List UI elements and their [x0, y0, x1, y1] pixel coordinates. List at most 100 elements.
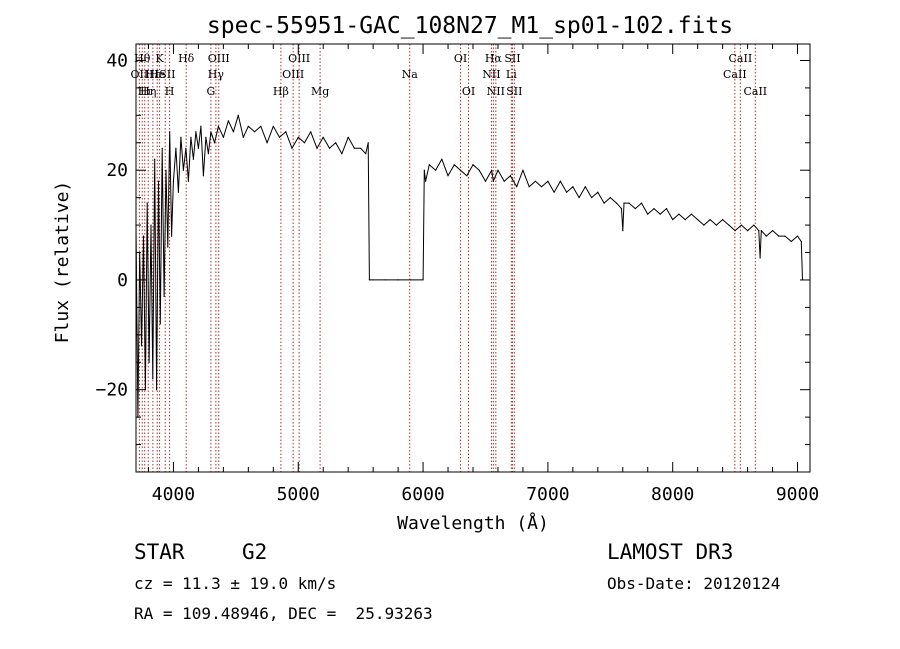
- flux-point: [316, 147, 318, 149]
- flux-point: [566, 191, 568, 193]
- flux-point: [217, 125, 219, 127]
- x-tick-label: 8000: [651, 484, 694, 505]
- flux-point: [227, 120, 229, 122]
- flux-point: [703, 224, 705, 226]
- flux-point: [760, 230, 762, 232]
- flux-point: [169, 131, 171, 133]
- spectral-line-label: OI: [462, 85, 475, 98]
- flux-point: [154, 158, 156, 160]
- flux-point: [584, 186, 586, 188]
- flux-point: [142, 235, 145, 237]
- spectral-line-label: CaII: [743, 85, 767, 98]
- flux-point: [790, 240, 792, 243]
- flux-series: [135, 114, 804, 418]
- spectral-line-markers: [138, 44, 756, 472]
- x-axis-ticks: 4000 5000 6000 7000 8000 9000: [147, 44, 819, 505]
- flux-point: [322, 136, 324, 138]
- flux-point: [175, 147, 177, 149]
- flux-point: [796, 235, 799, 237]
- flux-point: [509, 175, 511, 177]
- flux-point: [195, 131, 197, 133]
- flux-point: [148, 361, 150, 363]
- flux-point: [428, 164, 430, 166]
- flux-point: [759, 257, 761, 259]
- flux-point: [484, 180, 487, 182]
- flux-point: [187, 180, 189, 182]
- flux-point: [372, 279, 374, 281]
- x-tick-label: 9000: [776, 484, 819, 505]
- spectral-line-label: ISII: [155, 68, 176, 81]
- flux-point: [159, 323, 161, 325]
- x-axis-label: Wavelength (Å): [397, 512, 549, 534]
- spectral-line-label: OII: [131, 68, 149, 81]
- flux-point: [254, 131, 256, 133]
- flux-point: [190, 136, 192, 138]
- flux-point: [291, 147, 293, 149]
- flux-point: [740, 224, 743, 226]
- spectral-line-label: Hδ: [178, 52, 195, 65]
- flux-point: [447, 175, 449, 177]
- spectral-line-label: NII: [487, 85, 505, 98]
- flux-point: [156, 389, 158, 391]
- flux-point: [690, 213, 693, 215]
- flux-point: [180, 136, 182, 138]
- flux-point: [609, 197, 611, 199]
- flux-point: [591, 197, 593, 199]
- flux-point: [784, 235, 786, 237]
- redshift-velocity: cz = 11.3 ± 19.0 km/s: [134, 574, 337, 593]
- x-tick-label: 4000: [152, 484, 195, 505]
- spectral-line-label: K: [155, 52, 164, 65]
- spectral-line-label: Hη: [140, 85, 156, 98]
- flux-point: [435, 169, 437, 171]
- y-tick-label: 40: [106, 50, 128, 71]
- flux-point: [534, 180, 537, 182]
- spectral-line-label: OIII: [288, 52, 310, 65]
- flux-point: [146, 202, 148, 204]
- flux-point: [247, 125, 249, 127]
- spectral-line-label: Li: [506, 68, 517, 81]
- flux-point: [466, 175, 468, 177]
- flux-point: [778, 235, 780, 237]
- flux-point: [347, 136, 349, 138]
- flux-point: [541, 186, 543, 188]
- flux-point: [397, 279, 399, 281]
- flux-point: [150, 224, 152, 226]
- spectral-line-label: Hε: [145, 68, 161, 81]
- flux-point: [478, 169, 480, 171]
- flux-point: [615, 202, 618, 204]
- y-axis-ticks: −20 0 20 40: [95, 50, 810, 446]
- chart-title: spec-55951-GAC_108N27_M1_sp01-102.fits: [207, 13, 733, 39]
- flux-point: [385, 279, 387, 281]
- flux-point: [141, 345, 143, 347]
- spectral-line-label: Hβ: [273, 85, 289, 98]
- flux-point: [167, 246, 169, 248]
- flux-point: [185, 147, 187, 149]
- flux-point: [341, 153, 343, 155]
- spectral-line-label: NII: [482, 68, 500, 81]
- flux-point: [367, 142, 369, 144]
- spectral-line-label: OIII: [282, 68, 304, 81]
- flux-point: [207, 153, 209, 155]
- flux-point: [620, 208, 623, 210]
- flux-point: [210, 131, 212, 133]
- spectral-line-label: He: [149, 68, 165, 81]
- spectral-line-label: CaII: [729, 52, 753, 65]
- flux-point: [572, 186, 574, 188]
- y-tick-label: 20: [106, 160, 128, 181]
- flux-point: [453, 164, 455, 166]
- flux-point: [547, 180, 549, 182]
- spectral-line-label: Mg: [311, 85, 329, 98]
- flux-point: [753, 224, 755, 226]
- flux-point: [672, 219, 674, 221]
- x-tick-label: 7000: [526, 484, 569, 505]
- spectral-line-label: Hα: [485, 52, 503, 65]
- flux-point: [423, 169, 425, 171]
- flux-point: [260, 125, 262, 127]
- flux-point: [365, 153, 367, 155]
- y-tick-label: −20: [95, 380, 128, 401]
- flux-point: [152, 378, 154, 380]
- flux-point: [634, 208, 636, 210]
- spectral-line-label: Hθ: [134, 52, 151, 65]
